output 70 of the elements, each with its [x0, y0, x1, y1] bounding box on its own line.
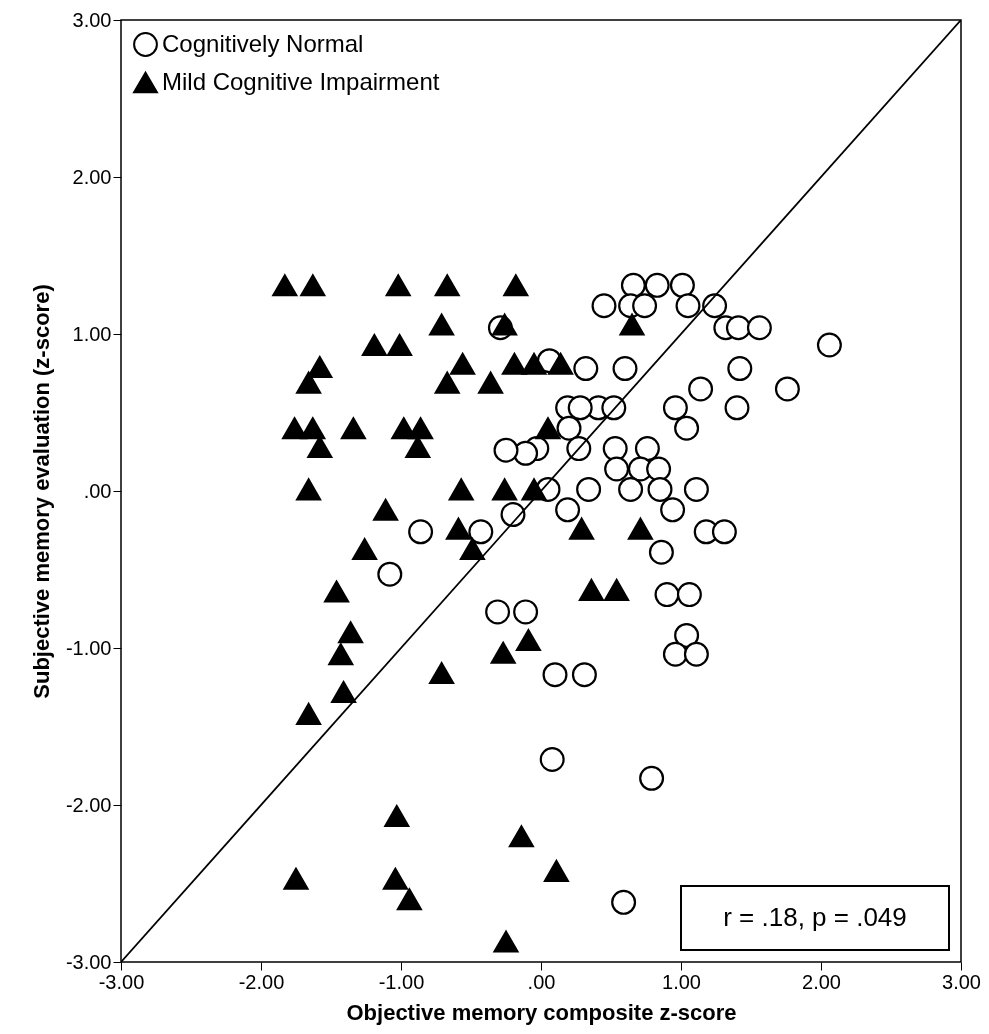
point — [448, 478, 474, 501]
point — [283, 867, 309, 890]
point — [492, 478, 518, 501]
point — [384, 805, 410, 827]
point — [296, 702, 322, 725]
y-tick-label: 1.00 — [72, 322, 112, 345]
point — [569, 517, 595, 540]
y-tick-label: .00 — [83, 479, 112, 502]
point — [296, 371, 322, 394]
point — [338, 621, 364, 644]
legend-label: Cognitively Normal — [162, 29, 364, 57]
point — [331, 680, 357, 703]
annotation: r = .18, p = .049 — [723, 902, 907, 932]
point — [385, 274, 411, 297]
point — [307, 436, 333, 459]
point — [503, 274, 529, 297]
y-axis-title: Subjective memory evaluation (z-score) — [28, 284, 54, 699]
point — [515, 629, 541, 652]
y-tick-label: -2.00 — [65, 793, 112, 816]
point — [387, 334, 413, 356]
y-tick-label: -1.00 — [65, 636, 112, 659]
x-tick-label: .00 — [527, 970, 556, 993]
point — [619, 313, 645, 336]
x-tick-label: 1.00 — [662, 970, 701, 993]
y-tick-label: 2.00 — [72, 165, 112, 188]
point — [352, 538, 378, 561]
point — [501, 352, 527, 375]
point — [478, 371, 504, 394]
point — [508, 825, 534, 848]
point — [296, 478, 322, 501]
point — [408, 417, 434, 440]
x-tick-label: 2.00 — [802, 970, 841, 993]
point — [361, 334, 387, 356]
point — [434, 371, 460, 394]
point — [459, 538, 485, 561]
point — [429, 313, 455, 336]
x-tick-label: -3.00 — [98, 970, 145, 993]
y-tick-label: 3.00 — [72, 8, 112, 31]
point — [493, 930, 519, 953]
point — [490, 641, 516, 664]
point — [627, 517, 653, 540]
x-tick-label: -1.00 — [378, 970, 425, 993]
point — [548, 352, 574, 375]
point — [492, 313, 518, 336]
point — [272, 274, 298, 297]
point — [445, 517, 471, 540]
point — [405, 436, 431, 459]
point — [382, 867, 408, 890]
point — [535, 417, 561, 440]
point — [340, 417, 366, 440]
y-tick-label: -3.00 — [65, 950, 112, 973]
point — [543, 859, 569, 882]
point — [328, 643, 354, 666]
x-tick-label: -2.00 — [238, 970, 285, 993]
point — [307, 356, 333, 378]
point — [578, 578, 604, 601]
x-axis-title: Objective memory composite z-score — [346, 999, 737, 1025]
point — [434, 274, 460, 297]
point — [300, 417, 326, 440]
point — [300, 274, 326, 297]
point — [429, 662, 455, 685]
point — [521, 478, 547, 501]
point — [373, 498, 399, 521]
legend-label: Mild Cognitive Impairment — [162, 67, 440, 95]
x-tick-label: 3.00 — [942, 970, 981, 993]
point — [396, 888, 422, 911]
point — [604, 578, 630, 601]
point — [324, 580, 350, 603]
point — [521, 352, 547, 375]
point — [450, 352, 476, 375]
